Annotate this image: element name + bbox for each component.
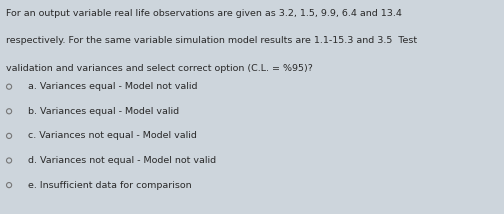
- Text: respectively. For the same variable simulation model results are 1.1-15.3 and 3.: respectively. For the same variable simu…: [6, 36, 417, 45]
- Text: a. Variances equal - Model not valid: a. Variances equal - Model not valid: [28, 82, 197, 91]
- Text: e. Insufficient data for comparison: e. Insufficient data for comparison: [28, 181, 192, 190]
- Text: d. Variances not equal - Model not valid: d. Variances not equal - Model not valid: [28, 156, 216, 165]
- Text: b. Variances equal - Model valid: b. Variances equal - Model valid: [28, 107, 179, 116]
- Text: c. Variances not equal - Model valid: c. Variances not equal - Model valid: [28, 131, 197, 140]
- Text: For an output variable real life observations are given as 3.2, 1.5, 9.9, 6.4 an: For an output variable real life observa…: [6, 9, 402, 18]
- Text: validation and variances and select correct option (C.L. = %95)?: validation and variances and select corr…: [6, 64, 313, 73]
